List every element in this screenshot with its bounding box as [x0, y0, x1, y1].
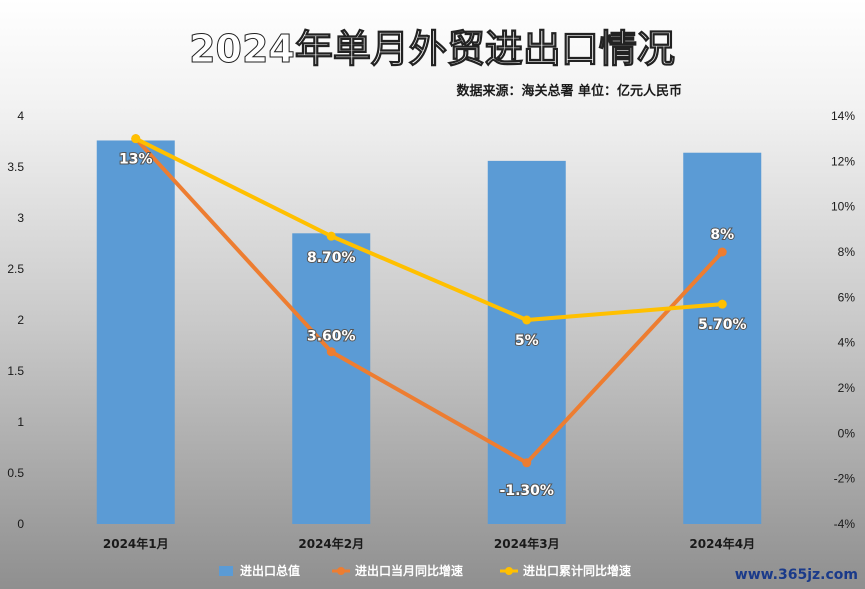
monthly-growth-label: -1.30% [500, 483, 554, 499]
cumulative-growth-point [131, 134, 141, 144]
monthly-growth-label: 8% [710, 227, 734, 243]
x-category-label: 2024年4月 [689, 536, 755, 551]
data-labels: 13% 3.60% -1.30% 8% 8.70% 5% 5.70% [118, 151, 748, 500]
x-axis-categories: 2024年1月 2024年2月 2024年3月 2024年4月 [103, 536, 755, 551]
y-left-tick-label: 1 [17, 415, 24, 429]
y-right-tick-label: 14% [831, 109, 855, 123]
y-right-tick-label: 6% [838, 290, 856, 304]
bar [683, 152, 762, 524]
y-left-tick-label: 1.5 [7, 364, 24, 378]
chart-title: 2024年单月外贸进出口情况 [189, 27, 675, 71]
monthly-growth-point [522, 458, 532, 468]
legend-swatch-bar [219, 566, 233, 576]
y-left-tick-label: 3.5 [7, 160, 24, 174]
y-right-tick-label: 12% [831, 154, 855, 168]
y-right-tick-label: 4% [838, 336, 856, 350]
chart-subtitle: 数据来源：海关总署 单位：亿元人民币 [456, 83, 682, 99]
x-category-label: 2024年3月 [494, 536, 560, 551]
legend-swatch-marker [505, 567, 513, 575]
y-left-tick-label: 2.5 [7, 262, 24, 276]
monthly-growth-point [326, 347, 336, 357]
y-right-tick-label: 8% [838, 245, 856, 259]
monthly-growth-label: 13% [119, 152, 153, 168]
y-right-tick-label: 2% [838, 381, 856, 395]
cumulative-growth-label: 5% [515, 333, 539, 349]
y-left-tick-label: 2 [17, 313, 24, 327]
y-right-tick-label: 0% [838, 426, 856, 440]
y-right-tick-label: -2% [834, 472, 856, 486]
monthly-growth-label: 3.60% [307, 329, 356, 345]
y-axis-right: -4% -2% 0% 2% 4% 6% 8% 10% 12% 14% [831, 109, 855, 531]
line-series [131, 134, 727, 468]
bar [96, 140, 175, 525]
y-right-tick-label: -4% [834, 517, 856, 531]
cumulative-growth-point [522, 315, 532, 325]
legend-label: 进出口累计同比增速 [523, 563, 631, 578]
y-left-tick-label: 3 [17, 211, 24, 225]
legend-label: 进出口总值 [240, 563, 300, 578]
cumulative-growth-label: 5.70% [698, 317, 747, 333]
watermark-text: www.365jz.com [735, 567, 858, 583]
cumulative-growth-line [134, 136, 723, 322]
bar-series [96, 140, 762, 525]
y-axis-left: 0 0.5 1 1.5 2 2.5 3 3.5 4 [7, 109, 24, 531]
y-left-tick-label: 0.5 [7, 466, 24, 480]
monthly-growth-line [134, 137, 724, 465]
bar [292, 233, 371, 525]
legend-label: 进出口当月同比增速 [355, 563, 463, 578]
legend-swatch-marker [337, 567, 345, 575]
y-right-tick-label: 10% [831, 200, 855, 214]
x-category-label: 2024年2月 [298, 536, 364, 551]
monthly-growth-point [717, 247, 727, 257]
cumulative-growth-label: 8.70% [307, 250, 356, 266]
y-left-tick-label: 0 [17, 517, 24, 531]
x-category-label: 2024年1月 [103, 536, 169, 551]
legend: 进出口总值 进出口当月同比增速 进出口累计同比增速 [219, 563, 631, 578]
y-left-tick-label: 4 [17, 109, 24, 123]
cumulative-growth-point [717, 299, 727, 309]
cumulative-growth-point [326, 231, 336, 241]
